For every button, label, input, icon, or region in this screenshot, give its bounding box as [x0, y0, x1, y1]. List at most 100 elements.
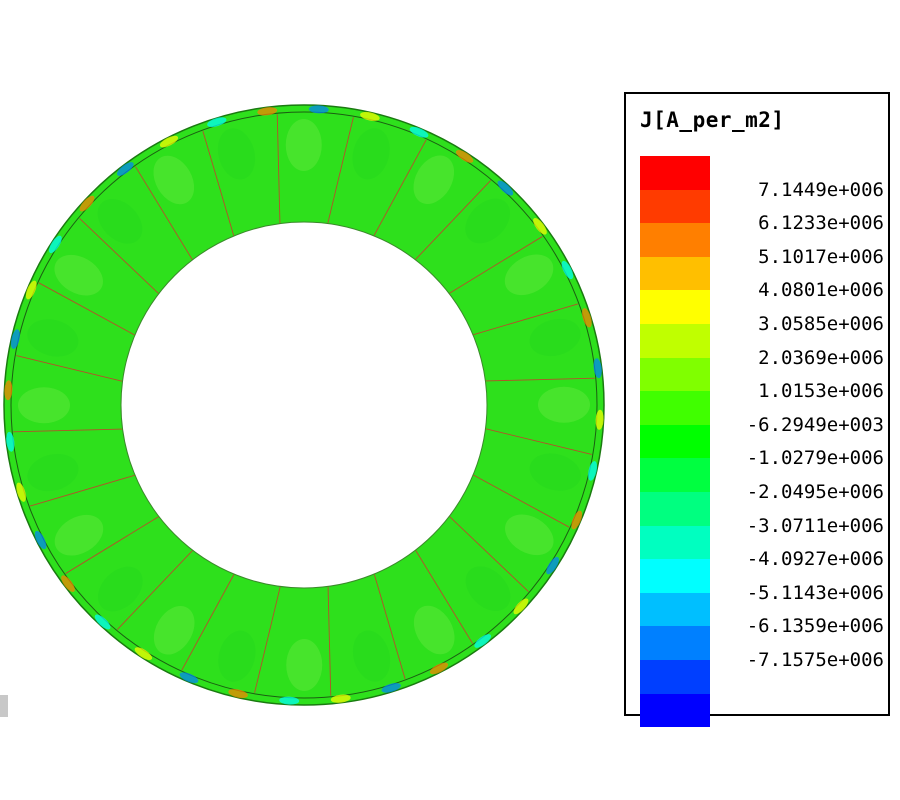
legend-value-label: -3.0711e+006 [746, 514, 884, 537]
contour-patch [54, 254, 103, 296]
segment-line [327, 586, 332, 696]
legend-value-label: 5.1017e+006 [758, 245, 884, 268]
edge-hotspot [571, 510, 583, 530]
legend-color-bar [640, 156, 710, 728]
segment-line [415, 549, 473, 644]
edge-hotspot [179, 672, 199, 684]
edge-hotspot [207, 117, 227, 127]
stator-ring-model [3, 104, 605, 706]
segment-line [16, 355, 123, 382]
legend-value-label: 2.0369e+006 [758, 346, 884, 369]
contour-patch [352, 630, 391, 682]
segment-line [276, 114, 281, 224]
contour-patch [217, 128, 256, 180]
color-legend: J[A_per_m2] 7.1449e+006 6.1233e+006 5.1017… [624, 92, 890, 728]
contour-patch [413, 605, 455, 655]
edge-hotspot [228, 689, 248, 699]
segment-line [202, 130, 235, 237]
legend-value-label: 4.0801e+006 [758, 279, 884, 302]
segment-line [373, 573, 406, 680]
segment-line [13, 428, 123, 433]
segment-line [373, 139, 427, 237]
edge-hotspot [546, 556, 560, 575]
edge-hotspot [134, 647, 153, 661]
legend-swatch [640, 223, 710, 257]
edge-hotspot [513, 598, 529, 615]
legend-swatch [640, 391, 710, 425]
legend-swatch [640, 525, 710, 560]
edge-hotspot [593, 358, 602, 379]
contour-patch [153, 155, 195, 205]
contour-patch [54, 514, 104, 556]
segment-line [79, 217, 160, 295]
edge-hotspot [381, 683, 401, 693]
legend-swatch [640, 458, 710, 492]
edge-hotspot [533, 217, 547, 235]
contour-patch [505, 514, 554, 556]
contour-patch [97, 566, 143, 612]
legend-swatch [640, 357, 710, 392]
edge-hotspot [116, 162, 134, 176]
ring-inner-bore [120, 221, 488, 589]
edge-hotspot [6, 431, 15, 452]
edge-hotspot [455, 149, 474, 163]
legend-swatch [640, 491, 710, 526]
edge-hotspot [561, 260, 574, 280]
edge-hotspot [279, 696, 300, 705]
segment-line [485, 377, 595, 382]
edge-current-hotspots [4, 105, 604, 705]
legend-value-label: 3.0585e+006 [758, 313, 884, 335]
legend-value-label: -6.1359e+006 [746, 615, 884, 638]
legend-swatch [640, 659, 710, 694]
edge-hotspot [308, 105, 329, 114]
legend-value-label: -4.0927e+006 [746, 548, 884, 571]
edge-hotspot [474, 634, 492, 648]
segment-line [448, 236, 543, 294]
legend-swatch [640, 290, 710, 324]
edge-hotspot [4, 380, 13, 401]
legend-swatch [640, 156, 710, 190]
edge-hotspot [330, 694, 351, 703]
ring-outer-boundary [10, 111, 598, 699]
segment-line [472, 303, 579, 336]
edge-hotspot [94, 614, 111, 630]
edge-hotspot [159, 135, 179, 148]
edge-hotspot [588, 461, 598, 481]
legend-value-label: -2.0495e+006 [746, 481, 884, 503]
edge-hotspot [61, 575, 75, 593]
legend-value-label: -7.1575e+006 [746, 649, 884, 671]
contour-patch [153, 606, 195, 655]
contour-patch [352, 128, 390, 180]
contour-patch [285, 119, 322, 172]
segment-line [135, 166, 193, 261]
field-contour-patches [18, 119, 590, 691]
segment-line [472, 474, 570, 528]
edge-hotspot [79, 195, 95, 212]
segment-line [116, 549, 194, 630]
contour-patch [529, 318, 581, 357]
legend-value-label: -1.0279e+006 [746, 447, 884, 470]
segment-line [448, 515, 529, 593]
legend-value-label: -6.2949e+003 [746, 413, 884, 436]
scroll-marker[interactable] [0, 695, 8, 717]
segment-line [29, 474, 136, 507]
edge-hotspot [48, 235, 62, 254]
edge-hotspot [25, 280, 37, 300]
segment-line [65, 516, 160, 574]
edge-hotspot [595, 409, 604, 430]
edge-hotspot [257, 107, 278, 116]
edge-hotspot [582, 308, 592, 328]
contour-patch [97, 198, 143, 244]
segment-line [414, 180, 492, 261]
legend-swatch [640, 559, 710, 593]
segment-line [485, 428, 592, 455]
legend-value-label: 1.0153e+006 [758, 380, 884, 403]
segment-line [181, 573, 235, 671]
edge-hotspot [16, 482, 26, 502]
contour-patch [413, 155, 455, 204]
edge-hotspot [34, 530, 47, 550]
edge-hotspot [497, 180, 514, 196]
legend-swatch [640, 189, 710, 224]
edge-hotspot [409, 126, 429, 138]
